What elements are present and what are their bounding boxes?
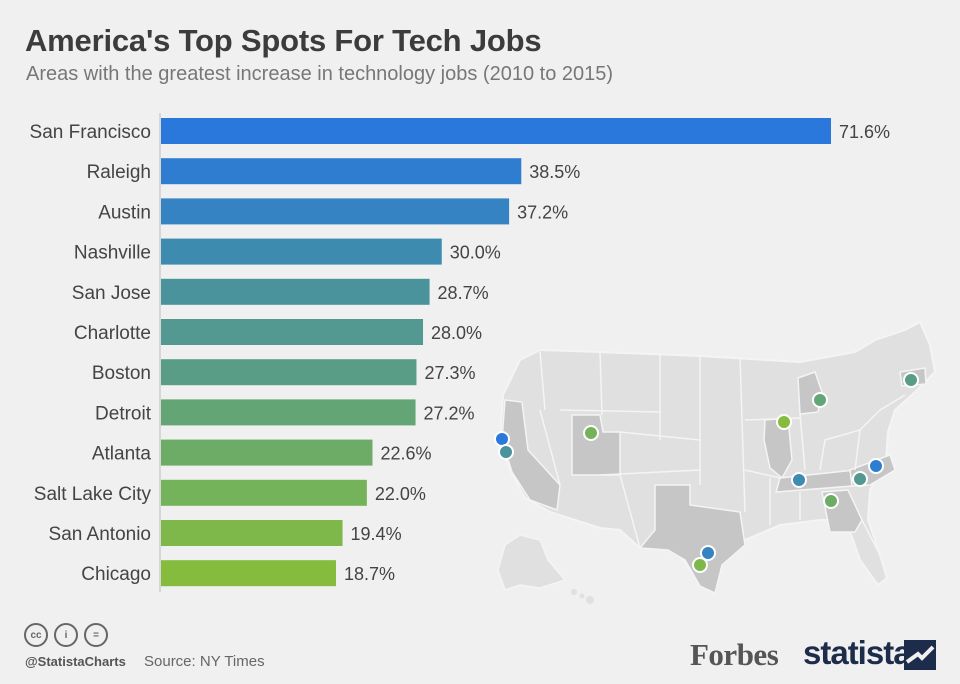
bar-san-jose (161, 278, 430, 305)
us-map (494, 320, 937, 604)
bar-nashville (161, 238, 442, 265)
bar-austin (161, 198, 510, 225)
bar-boston (161, 359, 417, 386)
value-label: 27.3% (424, 363, 475, 383)
value-label: 30.0% (450, 243, 501, 263)
attribution-icon: i (54, 623, 78, 647)
license-icons: cc i = (24, 623, 108, 647)
category-label: San Antonio (49, 524, 151, 545)
statista-logo-mark (904, 640, 936, 670)
value-label: 37.2% (517, 202, 568, 222)
map-dot-nashville (791, 472, 807, 488)
category-label: Raleigh (87, 162, 151, 183)
value-label: 28.7% (438, 283, 489, 303)
bar-salt-lake-city (161, 479, 367, 506)
bar-atlanta (161, 439, 373, 466)
bar-san-antonio (161, 520, 343, 546)
chart-subtitle: Areas with the greatest increase in tech… (26, 63, 614, 85)
source-note: Source: NY Times (144, 653, 265, 670)
map-dot-san-jose (498, 444, 514, 460)
map-dot-raleigh (868, 458, 884, 474)
category-label: San Francisco (30, 122, 151, 143)
map-dot-san-antonio (692, 557, 708, 573)
value-label: 18.7% (344, 564, 395, 584)
map-dot-salt-lake-city (583, 425, 599, 441)
statista-logo: statista (803, 634, 912, 671)
map-dot-chicago (776, 414, 792, 430)
us-states-shape (497, 320, 937, 604)
map-dot-charlotte (852, 471, 868, 487)
category-label: Detroit (95, 403, 152, 424)
contiguous-us (498, 320, 937, 592)
bar-raleigh (161, 158, 522, 185)
chart-title: America's Top Spots For Tech Jobs (25, 23, 542, 58)
alaska (497, 534, 567, 591)
value-label: 22.0% (375, 484, 426, 504)
category-label: San Jose (72, 283, 151, 304)
value-label: 38.5% (529, 162, 580, 182)
forbes-logo: Forbes (690, 637, 779, 672)
value-label: 28.0% (431, 323, 482, 343)
map-dot-detroit (812, 392, 828, 408)
category-label: Boston (92, 363, 151, 384)
twitter-handle[interactable]: @StatistaCharts (25, 654, 126, 669)
category-label: Charlotte (74, 323, 151, 344)
bar-chicago (161, 560, 336, 587)
category-label: Atlanta (92, 444, 152, 465)
bar-detroit (161, 399, 416, 426)
map-dot-atlanta (823, 493, 839, 509)
cc-icon: cc (24, 623, 48, 647)
map-dot-boston (903, 372, 919, 388)
bar-san-francisco (161, 118, 831, 144)
value-label: 19.4% (351, 524, 402, 544)
category-label: Nashville (74, 243, 151, 264)
category-label: Salt Lake City (34, 484, 152, 505)
value-label: 27.2% (424, 403, 475, 423)
map-dot-austin (700, 545, 716, 561)
no-derivatives-icon: = (84, 623, 108, 647)
value-label: 22.6% (380, 444, 431, 464)
category-label: Austin (98, 202, 151, 223)
value-label: 71.6% (839, 122, 890, 142)
category-label: Chicago (81, 564, 151, 585)
bar-charlotte (161, 319, 424, 345)
